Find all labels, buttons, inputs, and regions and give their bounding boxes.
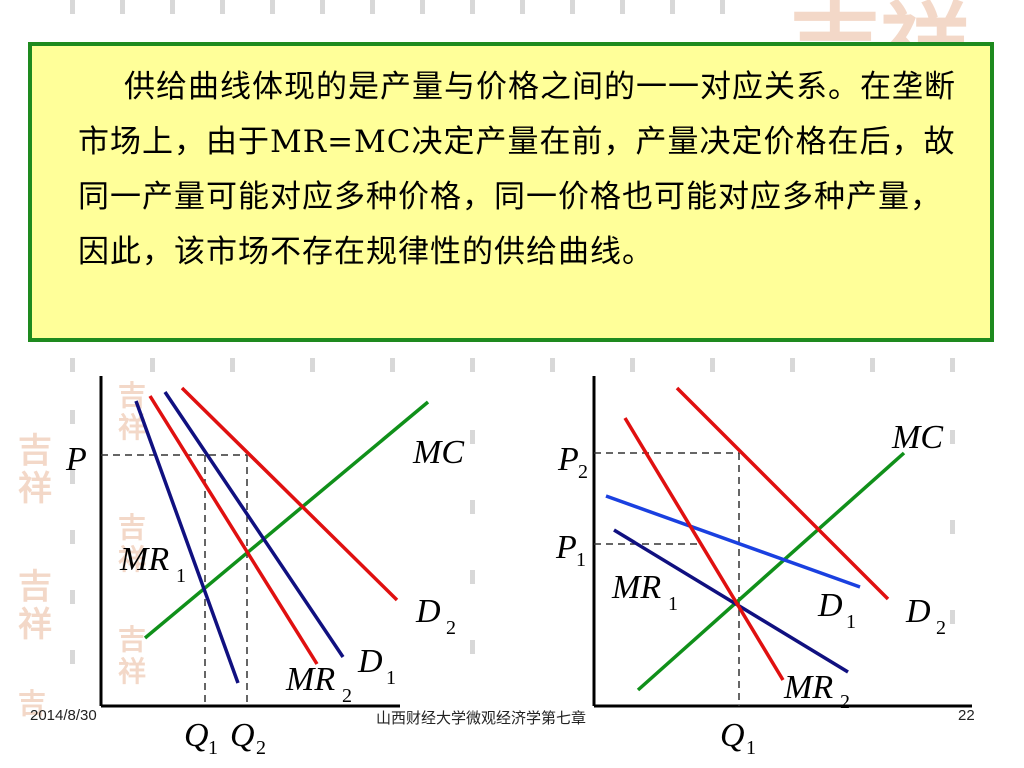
left-mr2-label: MR — [285, 661, 335, 698]
right-mr1-subscript: 1 — [668, 593, 678, 615]
left-d2-curve — [180, 386, 399, 602]
left-d2-subscript: 2 — [446, 617, 456, 639]
seal-watermark-small: 吉祥 — [118, 379, 147, 444]
right-mr2-curve — [623, 417, 785, 681]
left-p-label: P — [65, 441, 87, 478]
footer-page-number: 22 — [958, 707, 975, 724]
left-graph: P MC MR 1 D 2 D 1 MR 2 Q 1 Q 2 — [65, 376, 464, 759]
seal-watermark-small: 吉祥 — [18, 431, 52, 509]
right-d2-subscript: 2 — [936, 617, 946, 639]
right-p2-label: P — [557, 441, 579, 478]
left-mc-curve — [143, 400, 430, 640]
left-mr1-subscript: 1 — [176, 565, 186, 587]
explanation-box: 供给曲线体现的是产量与价格之间的一一对应关系。在垄断市场上，由于MR=MC决定产… — [28, 42, 994, 342]
seal-watermark-small: 吉 — [18, 687, 47, 720]
right-mr2-label: MR — [783, 669, 833, 706]
left-d1-label: D — [357, 643, 383, 680]
left-mc-label: MC — [412, 434, 464, 471]
left-q2-subscript: 2 — [256, 737, 266, 759]
left-d2-label: D — [415, 593, 441, 630]
seal-watermark-small: 吉祥 — [118, 511, 147, 576]
left-mr2-subscript: 2 — [342, 685, 352, 707]
left-mr2-curve — [148, 395, 319, 665]
right-q1-subscript: 1 — [746, 737, 756, 759]
right-mr2-subscript: 2 — [840, 691, 850, 713]
right-d1-subscript: 1 — [846, 611, 856, 633]
footer-date: 2014/8/30 — [30, 707, 97, 724]
left-d1-subscript: 1 — [386, 667, 396, 689]
left-q1-subscript: 1 — [208, 737, 218, 759]
right-p2-subscript: 2 — [578, 461, 588, 483]
right-p1-label: P — [555, 529, 577, 566]
seal-watermark-small: 吉祥 — [18, 567, 52, 645]
right-mr1-label: MR — [611, 569, 661, 606]
right-p1-subscript: 1 — [576, 549, 586, 571]
right-d2-label: D — [905, 593, 931, 630]
left-q2-label: Q — [230, 717, 255, 754]
right-q1-label: Q — [720, 717, 745, 754]
right-d1-curve — [605, 494, 861, 589]
right-mc-curve — [636, 451, 906, 692]
left-mr1-curve — [134, 400, 240, 684]
left-mr1-label: MR — [119, 541, 169, 578]
right-graph: P 2 P 1 MC MR 1 D 1 D 2 MR 2 Q 1 — [555, 376, 972, 759]
right-mc-label: MC — [891, 419, 943, 456]
left-q1-label: Q — [184, 717, 209, 754]
footer-center-text: 山西财经大学微观经济学第七章 — [376, 710, 587, 727]
left-d1-curve — [163, 391, 345, 658]
explanation-text: 供给曲线体现的是产量与价格之间的一一对应关系。在垄断市场上，由于MR=MC决定产… — [78, 69, 956, 270]
right-mr1-curve — [613, 528, 849, 674]
right-d2-curve — [675, 386, 890, 601]
right-d1-label: D — [817, 587, 843, 624]
seal-watermark-small: 吉祥 — [118, 623, 147, 688]
